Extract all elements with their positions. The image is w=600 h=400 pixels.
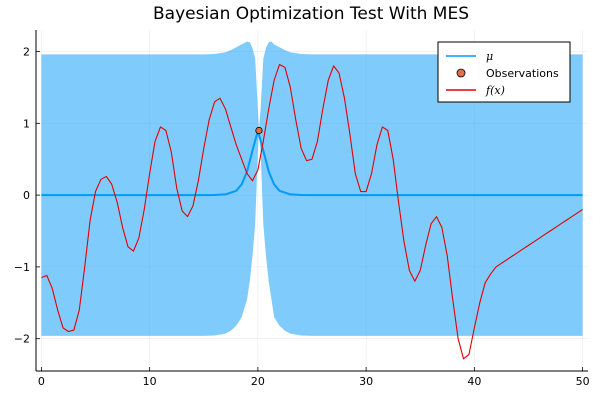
- y-tick-label: 2: [23, 46, 30, 59]
- y-tick-label: −1: [14, 261, 30, 274]
- x-tick-label: 10: [143, 375, 157, 388]
- chart-title: Bayesian Optimization Test With MES: [153, 4, 469, 24]
- x-tick-label: 40: [467, 375, 481, 388]
- x-tick-label: 50: [576, 375, 590, 388]
- x-tick-label: 30: [359, 375, 373, 388]
- legend-label-2: f(x): [485, 84, 505, 97]
- y-tick-label: −2: [14, 333, 30, 346]
- x-tick-label: 0: [38, 375, 45, 388]
- legend-label-1: Observations: [486, 67, 559, 80]
- data-point: [255, 126, 263, 135]
- legend-swatch-1: [456, 68, 466, 78]
- legend-label-0: μ: [486, 50, 493, 63]
- x-tick-label: 20: [251, 375, 265, 388]
- y-tick-label: 1: [23, 117, 30, 130]
- series-line-2: [41, 63, 583, 360]
- y-tick-label: 0: [23, 189, 30, 202]
- legend: μ Observations f(x): [437, 41, 571, 103]
- confidence-band: [41, 41, 583, 336]
